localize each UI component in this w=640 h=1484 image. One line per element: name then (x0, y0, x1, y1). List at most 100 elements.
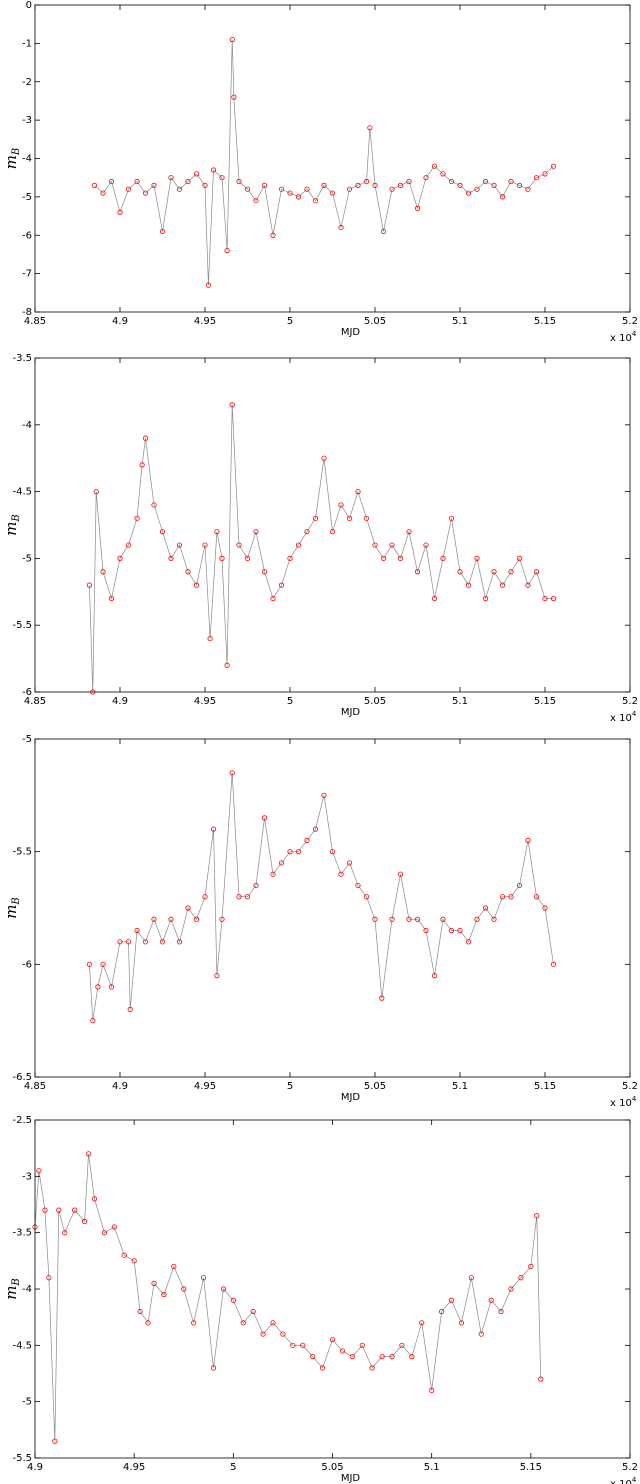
y-tick-label: -5 (22, 734, 32, 745)
data-point (380, 555, 387, 562)
data-point (304, 186, 310, 192)
data-point (414, 569, 421, 575)
data-point (338, 502, 344, 508)
data-point (491, 182, 497, 188)
data-point (42, 1207, 48, 1213)
data-point (339, 1348, 346, 1354)
data-point (321, 182, 327, 188)
data-point (253, 882, 259, 889)
data-point (151, 1280, 157, 1286)
data-point (448, 178, 455, 185)
x-tick-label: 5 (287, 316, 293, 327)
data-point (139, 462, 145, 468)
data-point (210, 826, 217, 832)
x-axis-label: MJD (341, 1092, 361, 1103)
data-point (100, 961, 106, 967)
data-point (312, 515, 319, 521)
series-line (89, 404, 554, 693)
data-point (72, 1207, 78, 1213)
data-point (117, 209, 123, 215)
data-point (142, 190, 149, 196)
data-point (346, 186, 353, 192)
data-point (202, 894, 208, 900)
data-point (379, 1354, 385, 1360)
data-point (101, 1230, 108, 1236)
x-tick-label: 5.15 (534, 696, 556, 707)
data-point (278, 860, 285, 866)
y-axis-label-sub: B (11, 1278, 22, 1286)
data-point (270, 232, 276, 238)
data-point (219, 175, 225, 181)
data-point (397, 871, 404, 877)
x-tick-label: 4.9 (27, 1462, 43, 1473)
data-point (168, 916, 174, 922)
y-tick-label: -4 (22, 420, 32, 431)
data-point (312, 198, 319, 204)
data-point (372, 542, 378, 548)
data-point (542, 905, 548, 911)
x-axis-label: MJD (341, 1473, 361, 1484)
data-point (533, 894, 540, 900)
data-point (533, 175, 540, 181)
data-point (448, 1297, 455, 1303)
data-point (244, 894, 251, 900)
panel: 4.85 4.9 4.95 5 5.05 5.1 5.15 5.2 -6 -5.5 -5 -4.5 -4… (2, 353, 638, 724)
x-tick-label: 5.05 (364, 696, 386, 707)
data-point (329, 1337, 336, 1343)
data-point (319, 1365, 326, 1371)
data-point (474, 555, 480, 562)
y-axis-label-main: m (2, 1286, 20, 1300)
data-point (176, 186, 183, 192)
data-point (518, 1275, 524, 1281)
x-tick-label: 5.2 (622, 1462, 638, 1473)
data-point (397, 182, 404, 188)
y-axis-label-sub: B (11, 148, 22, 156)
data-point (200, 1275, 207, 1281)
data-point (91, 182, 98, 188)
data-point (185, 905, 191, 911)
data-point (458, 1320, 465, 1326)
data-point (321, 792, 327, 798)
x-tick-label: 5.05 (364, 1081, 386, 1092)
data-point (499, 894, 506, 900)
data-point (440, 555, 446, 562)
y-axis-label-main: m (2, 522, 20, 536)
data-point (117, 939, 123, 945)
data-point (516, 182, 523, 188)
data-point (372, 182, 378, 188)
x-tick-label: 5 (287, 696, 293, 707)
x-tick-label: 4.9 (112, 696, 128, 707)
y-axis-label: mB (2, 897, 22, 919)
axes-box (34, 4, 631, 313)
data-point (295, 849, 302, 855)
data-point (499, 582, 506, 588)
x-tick-label: 4.95 (123, 1462, 145, 1473)
data-point (440, 171, 446, 177)
data-point (219, 555, 225, 562)
y-tick-label: -4.5 (12, 1340, 32, 1351)
x-multiplier: x 104 (610, 710, 637, 724)
data-point (93, 488, 99, 495)
data-point (329, 529, 336, 535)
data-point (498, 1308, 504, 1315)
data-point (465, 190, 472, 196)
data-point (525, 186, 531, 192)
data-point (36, 1168, 42, 1174)
data-point (86, 582, 93, 588)
data-point (193, 171, 200, 177)
y-tick-label: -3.5 (12, 353, 32, 364)
y-tick-label: -5 (22, 1397, 32, 1408)
data-point (90, 1018, 96, 1024)
data-point (367, 125, 373, 131)
data-point (210, 1365, 217, 1371)
data-point (229, 770, 235, 776)
x-tick-label: 5.05 (364, 316, 386, 327)
data-point (219, 916, 225, 922)
y-tick-label: -3 (22, 1171, 32, 1182)
data-point (419, 1320, 425, 1326)
data-point (253, 529, 259, 535)
x-tick-label: 5 (230, 1462, 236, 1473)
x-multiplier-exp: 4 (632, 1095, 637, 1103)
y-tick-label: -6 (22, 230, 32, 241)
data-point (499, 194, 506, 200)
